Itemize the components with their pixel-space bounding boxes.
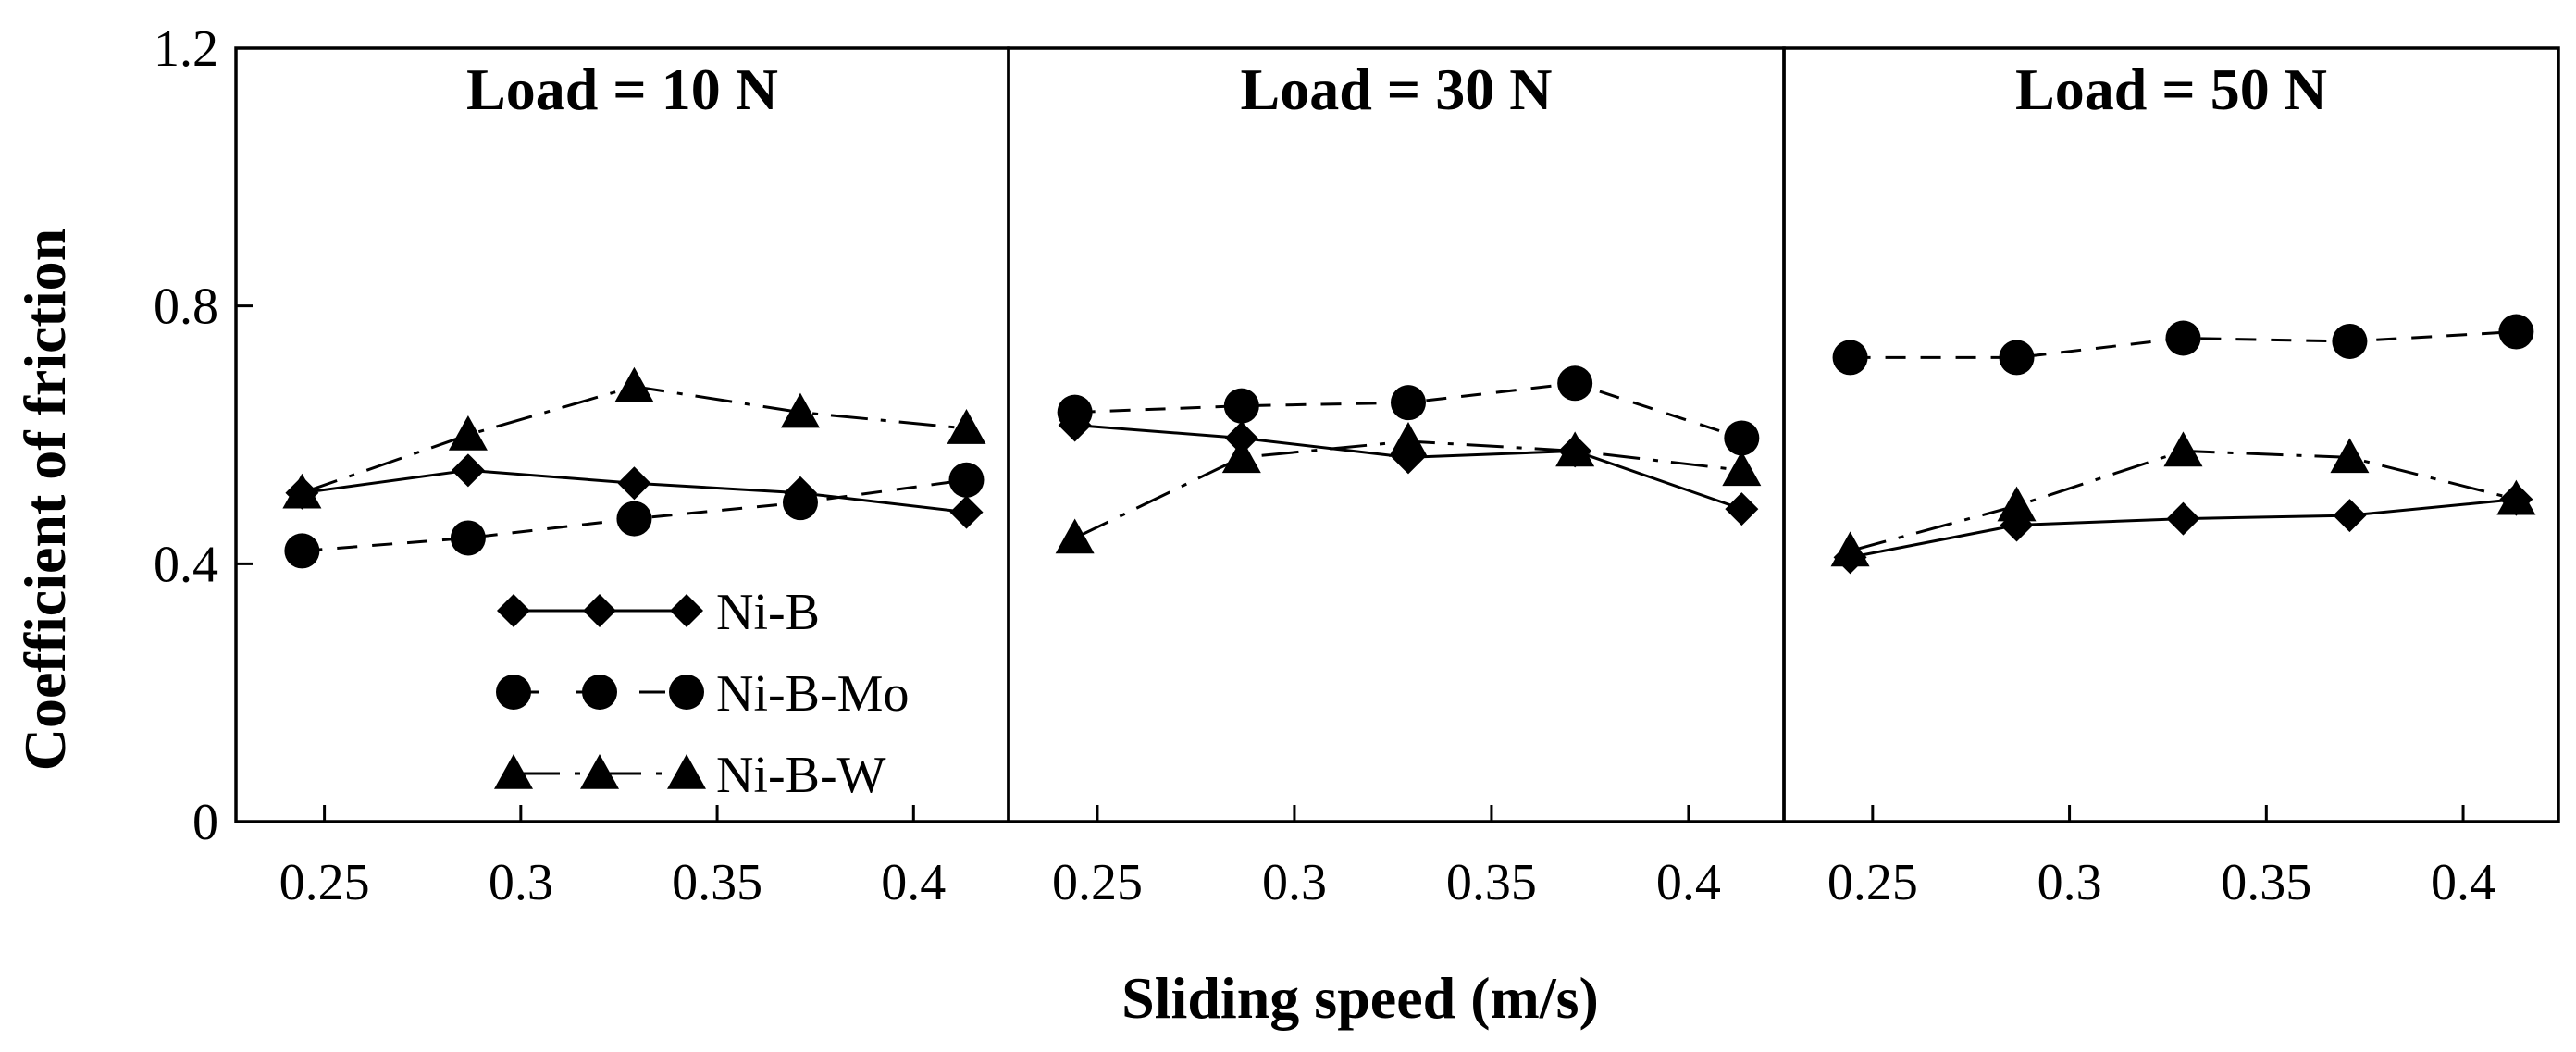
circle-marker [1223,388,1259,424]
legend-label: Ni-B [716,584,820,641]
circle-marker [616,501,652,537]
x-tick-label: 0.4 [2431,854,2496,911]
triangle-marker [2330,438,2370,474]
panel-1: 0.25 0.3 0.35 0.4 Load = 10 N [234,46,1010,911]
x-tick-label: 0.35 [672,854,762,911]
triangle-marker [448,415,488,451]
circle-marker [582,675,617,710]
x-tick-label: 0.25 [1827,854,1918,911]
diamond-marker [497,594,530,627]
triangle-marker [1722,451,1762,487]
diamond-marker [2166,501,2200,536]
legend-label: Ni-B-Mo [716,665,909,723]
panel-frame [1782,46,2560,823]
triangle-marker [1388,421,1428,457]
circle-marker [1057,394,1093,430]
series-ni-b-w [1830,431,2536,567]
diamond-marker [451,453,485,488]
circle-marker [782,485,818,521]
y-tick-label: 0.4 [154,536,218,593]
panel-title: Load = 10 N [466,56,778,122]
panel-title: Load = 30 N [1241,56,1553,122]
circle-marker [1999,340,2035,376]
x-tick-label: 0.25 [279,854,370,911]
panel-2: 0.25 0.3 0.35 0.4 Load = 30 N [1007,46,1786,911]
x-tick-label: 0.3 [489,854,553,911]
x-tick-label: 0.3 [1262,854,1327,911]
triangle-marker [494,754,533,789]
diamond-marker [670,594,703,627]
x-tick-label: 0.4 [881,854,946,911]
series-ni-b-w [1055,421,1762,554]
triangle-marker [2163,431,2203,467]
circle-marker [669,675,704,710]
circle-marker [2332,323,2368,359]
triangle-marker [580,754,619,789]
series-ni-b-w [282,366,986,509]
y-tick-label: 0 [192,794,218,851]
x-tick-label: 0.3 [2037,854,2102,911]
y-axis-title: Coefficient of friction [12,229,78,771]
circle-marker [1390,385,1426,421]
triangle-marker [282,473,322,509]
y-tick-label: 0.8 [154,278,218,336]
circle-marker [496,675,531,710]
triangle-marker [614,366,654,402]
y-tick-label: 1.2 [154,20,218,78]
circle-marker [450,520,486,556]
triangle-marker [1555,431,1595,467]
diamond-marker [2333,499,2367,533]
legend-label: Ni-B-W [716,747,886,804]
series-ni-b-mo [1057,365,1760,456]
circle-marker [948,462,985,498]
x-tick-label: 0.25 [1052,854,1143,911]
series-ni-b-mo [284,462,985,569]
circle-marker [284,533,320,569]
x-tick-label: 0.35 [2221,854,2311,911]
diamond-marker [617,466,651,501]
legend-item-ni-b: Ni-B [497,584,820,641]
triangle-marker [1830,531,1870,567]
panel-title: Load = 50 N [2015,56,2327,122]
diamond-marker [583,594,616,627]
diamond-marker [1725,492,1759,526]
triangle-marker [780,392,820,428]
legend-item-ni-b-mo: Ni-B-Mo [496,665,909,723]
legend: Ni-B Ni-B-Mo Ni-B-W [494,584,909,804]
panel-frame [1007,46,1786,823]
x-axis-title: Sliding speed (m/s) [1121,965,1599,1031]
circle-marker [2165,320,2201,356]
circle-marker [2498,314,2534,350]
series-ni-b-mo [1832,314,2534,376]
circle-marker [1724,420,1760,456]
legend-item-ni-b-w: Ni-B-W [494,747,886,804]
circle-marker [1832,340,1868,376]
circle-marker [1557,365,1593,402]
panel-3: 0.25 0.3 0.35 0.4 Load = 50 N [1782,46,2560,911]
triangle-marker [1221,438,1261,474]
y-axis: 0 0.4 0.8 1.2 [154,20,253,851]
panels-layer: 0.25 0.3 0.35 0.4 Load = 10 N 0.25 0.3 0.35 0.4 L… [234,46,2560,911]
triangle-marker [667,754,706,789]
triangle-marker [947,409,986,444]
diamond-marker [949,495,984,529]
triangle-marker [1055,518,1095,554]
x-tick-label: 0.4 [1656,854,1721,911]
x-tick-label: 0.35 [1446,854,1537,911]
triangle-marker [2496,479,2536,515]
triangle-marker [1997,486,2037,522]
